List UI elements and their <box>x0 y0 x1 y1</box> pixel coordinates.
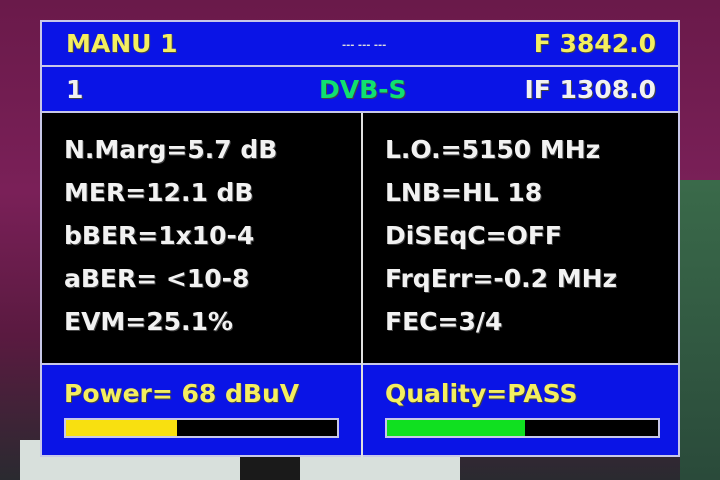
channel-number: 1 <box>66 75 84 104</box>
quality-bar-fill <box>387 420 526 436</box>
param-lnb: LNB=HL 18 <box>385 178 543 207</box>
header-row: MANU 1 --- --- --- F 3842.0 <box>42 22 678 67</box>
if-frequency: IF 1308.0 <box>524 75 656 104</box>
param-lo: L.O.=5150 MHz <box>385 135 601 164</box>
standard-label: DVB-S <box>319 75 407 104</box>
meter-display: MANU 1 --- --- --- F 3842.0 1 DVB-S IF 1… <box>40 20 680 457</box>
quality-label: Quality=PASS <box>385 379 578 408</box>
param-bber: bBER=1x10-4 <box>64 221 255 250</box>
level-area: Power= 68 dBuV Quality=PASS <box>42 363 678 455</box>
param-frqerr: FrqErr=-0.2 MHz <box>385 264 618 293</box>
power-bar <box>64 418 339 438</box>
quality-bar <box>385 418 660 438</box>
indicator-dots: --- --- --- <box>342 40 387 51</box>
param-aber: aBER= <10-8 <box>64 264 250 293</box>
param-evm: EVM=25.1% <box>64 307 233 336</box>
param-fec: FEC=3/4 <box>385 307 503 336</box>
frequency-value: F 3842.0 <box>533 29 656 58</box>
subheader-row: 1 DVB-S IF 1308.0 <box>42 67 678 113</box>
param-diseqc: DiSEqC=OFF <box>385 221 563 250</box>
parameters-area: N.Marg=5.7 dB MER=12.1 dB bBER=1x10-4 aB… <box>42 113 678 363</box>
param-mer: MER=12.1 dB <box>64 178 254 207</box>
column-divider <box>361 113 363 457</box>
mode-label: MANU 1 <box>66 29 178 58</box>
power-label: Power= 68 dBuV <box>64 379 300 408</box>
param-nmarg: N.Marg=5.7 dB <box>64 135 278 164</box>
power-bar-fill <box>66 420 178 436</box>
background-plant <box>680 180 720 480</box>
background-object <box>240 455 300 480</box>
